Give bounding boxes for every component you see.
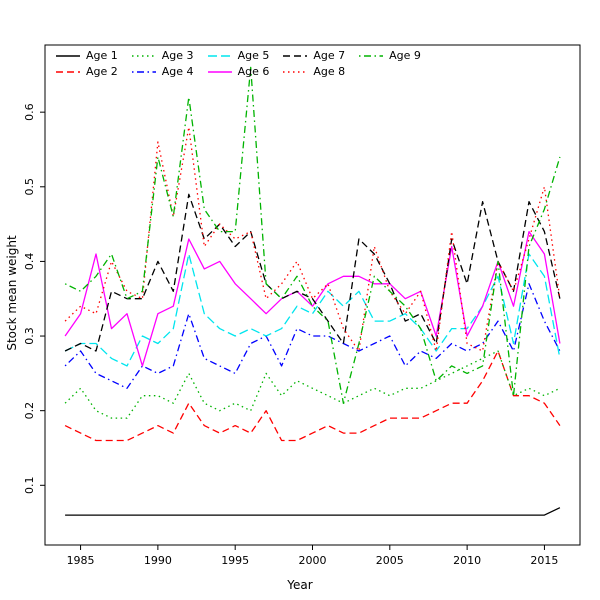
legend-item-age-8: Age 8 xyxy=(283,64,345,80)
legend-line-sample xyxy=(283,71,308,73)
series-line-age-7 xyxy=(64,193,561,352)
legend-label: Age 2 xyxy=(86,65,118,78)
x-axis-title: Year xyxy=(287,578,313,592)
legend-label: Age 6 xyxy=(237,65,270,78)
y-tick-label: 0.4 xyxy=(23,253,36,271)
legend-item-age-3: Age 3 xyxy=(131,48,194,64)
legend: Age 1 Age 2 Age 3 Age 4 Age 5 Age 6 Age 7 Age 8… xyxy=(56,48,421,80)
series-line-age-5 xyxy=(64,253,561,367)
legend-label: Age 5 xyxy=(237,49,270,62)
legend-label: Age 3 xyxy=(161,49,194,62)
y-tick-label: 0.3 xyxy=(23,327,36,345)
legend-line-sample xyxy=(131,71,156,73)
x-tick-label: 2015 xyxy=(530,554,558,567)
legend-item-age-2: Age 2 xyxy=(56,64,118,80)
x-tick-label: 2005 xyxy=(376,554,404,567)
series-line-age-1 xyxy=(65,507,561,516)
legend-item-age-6: Age 6 xyxy=(207,64,270,80)
legend-item-age-1: Age 1 xyxy=(56,48,118,64)
series-line-age-4 xyxy=(64,283,561,389)
series-line-age-6 xyxy=(64,230,561,367)
y-tick-label: 0.5 xyxy=(23,178,36,196)
legend-label: Age 9 xyxy=(389,49,421,62)
y-axis-title: Stock mean weight xyxy=(5,235,19,351)
legend-line-sample xyxy=(56,55,80,57)
legend-line-sample xyxy=(359,55,384,57)
legend-label: Age 7 xyxy=(313,49,346,62)
x-tick-label: 2010 xyxy=(453,554,481,567)
series-line-age-3 xyxy=(64,350,561,419)
legend-item-age-7: Age 7 xyxy=(283,48,345,64)
y-tick-label: 0.1 xyxy=(23,477,36,495)
legend-line-sample xyxy=(131,55,156,57)
x-tick-label: 1995 xyxy=(221,554,249,567)
legend-label: Age 4 xyxy=(161,65,194,78)
series-line-age-8 xyxy=(64,126,561,352)
series-line-age-9 xyxy=(64,66,561,404)
series-line-age-2 xyxy=(64,350,561,442)
legend-label: Age 8 xyxy=(313,65,346,78)
legend-line-sample xyxy=(283,55,308,57)
legend-item-age-4: Age 4 xyxy=(131,64,194,80)
legend-item-age-9: Age 9 xyxy=(359,48,421,64)
x-tick-label: 1985 xyxy=(67,554,95,567)
legend-line-sample xyxy=(207,55,232,57)
legend-item-age-5: Age 5 xyxy=(207,48,270,64)
legend-line-sample xyxy=(207,71,232,73)
legend-line-sample xyxy=(56,71,80,73)
x-tick-label: 1990 xyxy=(144,554,172,567)
y-tick-label: 0.6 xyxy=(23,103,36,121)
legend-label: Age 1 xyxy=(86,49,118,62)
y-tick-label: 0.2 xyxy=(23,402,36,420)
x-tick-label: 2000 xyxy=(299,554,327,567)
